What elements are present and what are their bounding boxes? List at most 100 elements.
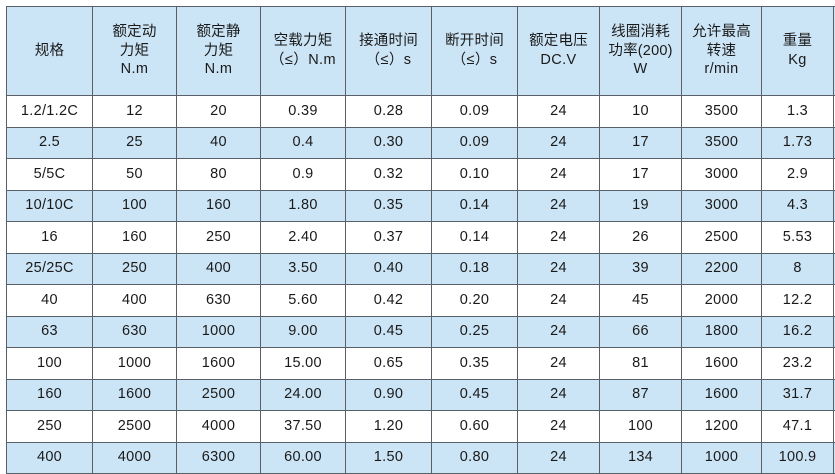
cell-on_time: 0.40 xyxy=(346,253,432,285)
cell-voltage: 24 xyxy=(518,285,600,317)
cell-off_time: 0.18 xyxy=(432,253,518,285)
cell-weight: 23.2 xyxy=(762,348,834,380)
cell-dyn_torque: 400 xyxy=(93,285,177,317)
cell-weight: 1.73 xyxy=(762,127,834,159)
column-header-line: 功率(200) xyxy=(602,42,679,61)
cell-coil_power: 100 xyxy=(600,411,682,443)
cell-off_time: 0.20 xyxy=(432,285,518,317)
cell-on_time: 0.45 xyxy=(346,316,432,348)
cell-spec: 10/10C xyxy=(7,190,93,222)
column-header-line: 规格 xyxy=(9,42,90,61)
cell-off_time: 0.14 xyxy=(432,190,518,222)
column-header-line: 线圈消耗 xyxy=(602,23,679,42)
cell-weight: 4.3 xyxy=(762,190,834,222)
cell-coil_power: 87 xyxy=(600,379,682,411)
cell-off_time: 0.14 xyxy=(432,222,518,254)
cell-max_speed: 3000 xyxy=(682,190,762,222)
cell-stat_torque: 40 xyxy=(177,127,261,159)
cell-spec: 2.5 xyxy=(7,127,93,159)
column-header-line: 额定电压 xyxy=(520,32,597,51)
cell-max_speed: 1600 xyxy=(682,348,762,380)
cell-spec: 1.2/1.2C xyxy=(7,96,93,128)
cell-spec: 5/5C xyxy=(7,159,93,191)
column-header-line: N.m xyxy=(179,60,258,79)
column-header-line: 额定静 xyxy=(179,23,258,42)
column-header-line: 空载力矩 xyxy=(263,32,343,51)
cell-stat_torque: 20 xyxy=(177,96,261,128)
cell-weight: 8 xyxy=(762,253,834,285)
cell-coil_power: 45 xyxy=(600,285,682,317)
cell-on_time: 0.42 xyxy=(346,285,432,317)
cell-dyn_torque: 25 xyxy=(93,127,177,159)
cell-dyn_torque: 250 xyxy=(93,253,177,285)
column-header-line: DC.V xyxy=(520,51,597,70)
cell-coil_power: 26 xyxy=(600,222,682,254)
cell-coil_power: 10 xyxy=(600,96,682,128)
cell-off_time: 0.25 xyxy=(432,316,518,348)
cell-weight: 2.9 xyxy=(762,159,834,191)
cell-idle_torque: 2.40 xyxy=(261,222,346,254)
cell-spec: 25/25C xyxy=(7,253,93,285)
column-header-line: 接通时间 xyxy=(348,32,429,51)
cell-on_time: 0.90 xyxy=(346,379,432,411)
column-header-line: W xyxy=(602,60,679,79)
column-header-line: r/min xyxy=(684,60,759,79)
column-header-off_time: 断开时间（≤）s xyxy=(432,7,518,96)
cell-dyn_torque: 1000 xyxy=(93,348,177,380)
cell-dyn_torque: 1600 xyxy=(93,379,177,411)
cell-dyn_torque: 2500 xyxy=(93,411,177,443)
column-header-line: 额定动 xyxy=(95,23,174,42)
cell-voltage: 24 xyxy=(518,190,600,222)
cell-on_time: 0.35 xyxy=(346,190,432,222)
cell-off_time: 0.45 xyxy=(432,379,518,411)
column-header-spec: 规格 xyxy=(7,7,93,96)
column-header-line: （≤）s xyxy=(348,51,429,70)
cell-stat_torque: 250 xyxy=(177,222,261,254)
cell-off_time: 0.10 xyxy=(432,159,518,191)
cell-coil_power: 17 xyxy=(600,159,682,191)
cell-max_speed: 1600 xyxy=(682,379,762,411)
cell-coil_power: 81 xyxy=(600,348,682,380)
column-header-line: （≤）N.m xyxy=(263,51,343,70)
column-header-on_time: 接通时间（≤）s xyxy=(346,7,432,96)
cell-max_speed: 1800 xyxy=(682,316,762,348)
cell-idle_torque: 0.9 xyxy=(261,159,346,191)
cell-spec: 63 xyxy=(7,316,93,348)
cell-off_time: 0.60 xyxy=(432,411,518,443)
cell-voltage: 24 xyxy=(518,222,600,254)
cell-stat_torque: 2500 xyxy=(177,379,261,411)
cell-off_time: 0.35 xyxy=(432,348,518,380)
cell-max_speed: 1200 xyxy=(682,411,762,443)
cell-idle_torque: 24.00 xyxy=(261,379,346,411)
table-row: 2502500400037.501.200.6024100120047.12.0… xyxy=(7,411,835,443)
cell-stat_torque: 400 xyxy=(177,253,261,285)
column-header-line: 重量 xyxy=(764,32,831,51)
cell-idle_torque: 37.50 xyxy=(261,411,346,443)
cell-max_speed: 3500 xyxy=(682,127,762,159)
cell-coil_power: 39 xyxy=(600,253,682,285)
cell-spec: 250 xyxy=(7,411,93,443)
cell-coil_power: 19 xyxy=(600,190,682,222)
cell-idle_torque: 0.39 xyxy=(261,96,346,128)
cell-idle_torque: 9.00 xyxy=(261,316,346,348)
column-header-line: 断开时间 xyxy=(434,32,515,51)
cell-weight: 31.7 xyxy=(762,379,834,411)
cell-voltage: 24 xyxy=(518,127,600,159)
column-header-idle_torque: 空载力矩（≤）N.m xyxy=(261,7,346,96)
cell-spec: 16 xyxy=(7,222,93,254)
cell-idle_torque: 15.00 xyxy=(261,348,346,380)
cell-on_time: 0.28 xyxy=(346,96,432,128)
